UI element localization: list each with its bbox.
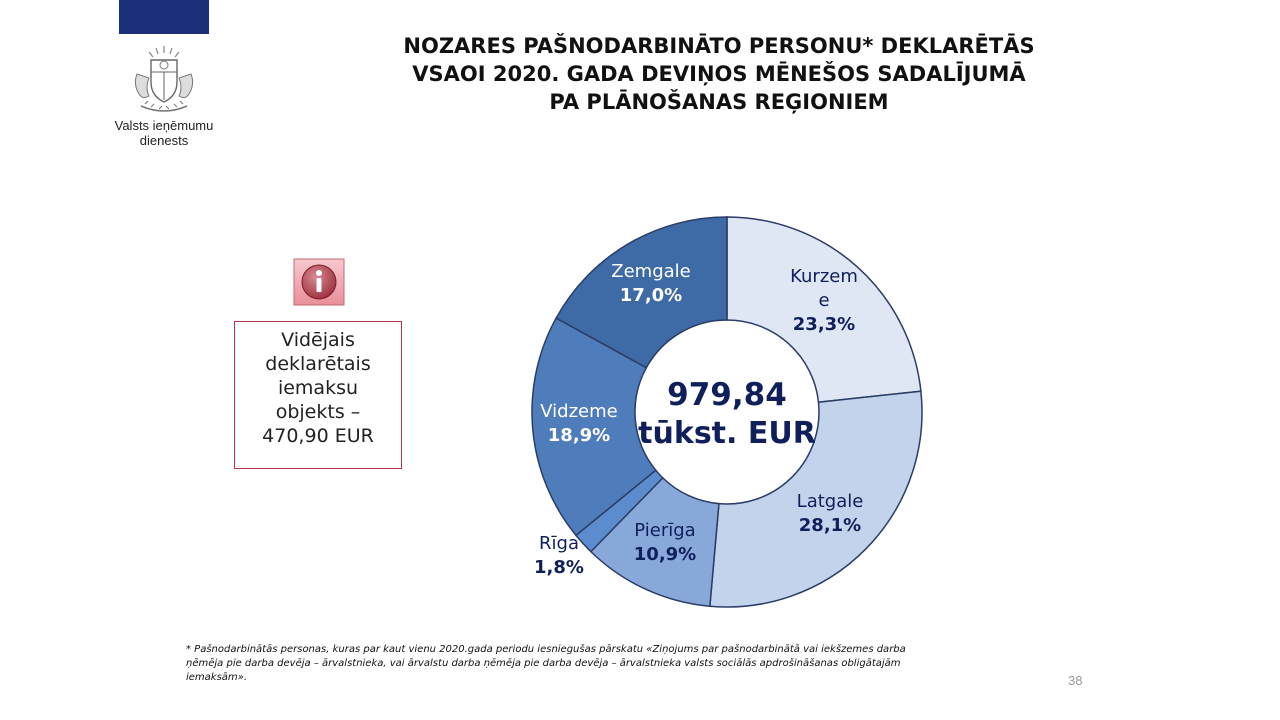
slice-zemgale (555, 216, 728, 369)
page-number: 38 (1068, 673, 1083, 688)
info-line: 470,90 EUR (262, 425, 374, 447)
slice-label-kurzeme: Kurzem e 23,3% (790, 266, 858, 335)
title-line-3: PA PLĀNOŠANAS REĢIONIEM (549, 90, 889, 114)
average-contribution-box: Vidējais deklarētais iemaksu objekts – 4… (234, 321, 402, 469)
info-line: objekts – (275, 401, 361, 423)
slice-kurzeme (726, 216, 922, 404)
footnote: * Pašnodarbinātās personas, kuras par ka… (186, 643, 1066, 685)
org-name-line1: Valsts ieņēmumu (114, 118, 214, 133)
slice-value-label: 23,3% (793, 314, 855, 335)
slice-value-label: 1,8% (534, 557, 584, 578)
slice-value-label: 10,9% (634, 544, 696, 565)
slice-label-zemgale: Zemgale 17,0% (611, 261, 690, 306)
center-total-value: 979,84 (667, 377, 787, 413)
slice-category-label: e (818, 290, 829, 311)
slice-category-label: Latgale (797, 491, 864, 512)
slice-latgale (709, 390, 923, 608)
slice-label-riga: Rīga 1,8% (534, 533, 584, 578)
slice-value-label: 28,1% (799, 515, 861, 536)
info-line: deklarētais (265, 353, 371, 375)
org-name-line2: dienests (139, 133, 189, 148)
slice-category-label: Vidzeme (540, 401, 617, 422)
donut-slice-labels: Kurzem e 23,3% Latgale 28,1% Pierīga 10,9% Rīga… (534, 261, 863, 578)
coat-of-arms-icon (134, 46, 194, 112)
title-line-1: NOZARES PAŠNODARBINĀTO PERSONU* DEKLARĒT… (403, 34, 1035, 58)
center-total-unit: tūkst. EUR (638, 416, 816, 451)
brand-color-bar (119, 0, 209, 34)
info-line: iemaksu (277, 377, 359, 399)
slice-value-label: 17,0% (620, 285, 682, 306)
slice-vidzeme (531, 317, 657, 537)
footnote-line: * Pašnodarbinātās personas, kuras par ka… (186, 644, 906, 655)
info-line: Vidējais (281, 329, 355, 351)
title-line-2: VSAOI 2020. GADA DEVIŅOS MĒNEŠOS SADALĪJ… (412, 62, 1026, 86)
slide-title: NOZARES PAŠNODARBINĀTO PERSONU* DEKLARĒT… (300, 32, 1138, 116)
slice-label-vidzeme: Vidzeme 18,9% (540, 401, 617, 446)
slice-label-pieriga: Pierīga 10,9% (634, 520, 696, 565)
slice-label-latgale: Latgale 28,1% (797, 491, 864, 536)
slice-category-label: Kurzem (790, 266, 858, 287)
slice-value-label: 18,9% (548, 425, 610, 446)
footnote-line: iemaksām». (186, 672, 248, 683)
slice-category-label: Rīga (539, 533, 579, 554)
slice-category-label: Pierīga (634, 520, 695, 541)
footnote-line: ņēmēja pie darba devēja – ārvalstnieka, … (186, 658, 901, 669)
info-icon (293, 258, 345, 306)
vid-logo: Valsts ieņēmumu dienests (97, 44, 231, 156)
donut-slices (531, 216, 923, 608)
slice-category-label: Zemgale (611, 261, 690, 282)
